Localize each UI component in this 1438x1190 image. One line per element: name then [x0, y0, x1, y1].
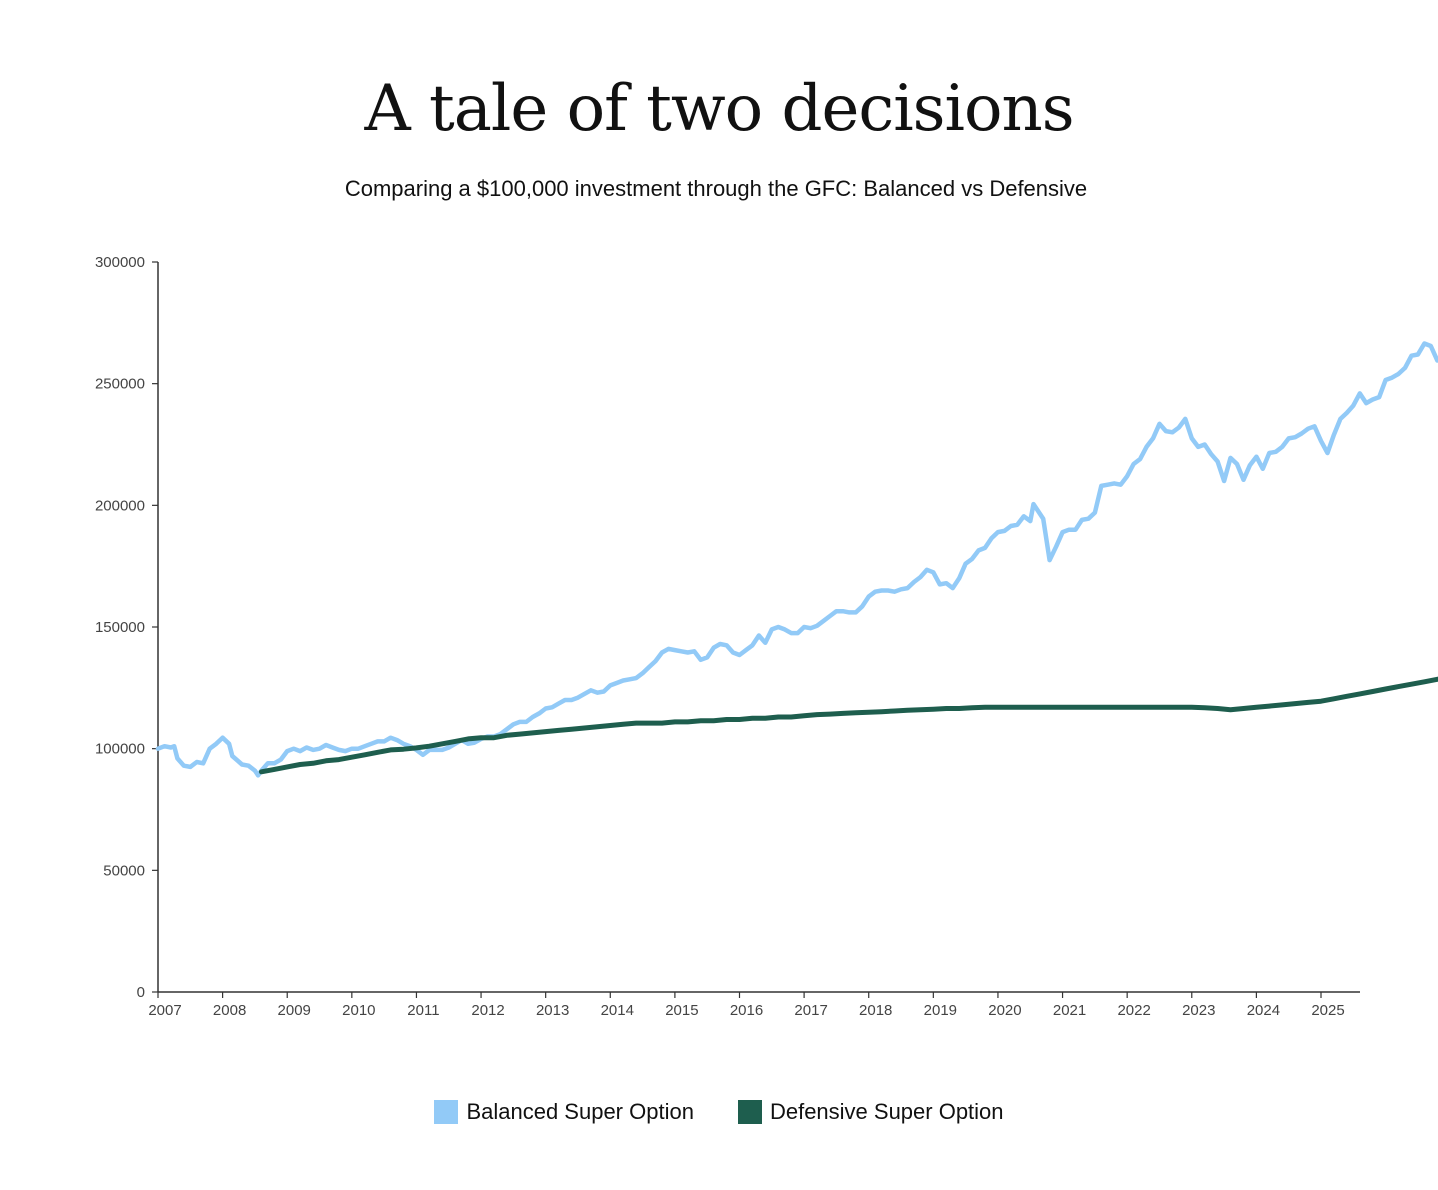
x-tick-label: 2017: [794, 1002, 827, 1019]
x-tick-label: 2024: [1247, 1002, 1280, 1019]
x-tick-label: 2018: [859, 1002, 892, 1019]
x-tick-label: 2011: [407, 1002, 439, 1019]
legend-label-balanced: Balanced Super Option: [466, 1099, 694, 1124]
x-tick-label: 2013: [536, 1002, 569, 1019]
x-tick-label: 2012: [471, 1002, 504, 1019]
x-tick-label: 2022: [1117, 1002, 1150, 1019]
x-tick-label: 2009: [278, 1002, 311, 1019]
x-tick-label: 2020: [988, 1002, 1021, 1019]
legend-label-defensive: Defensive Super Option: [769, 1099, 1004, 1124]
y-tick-label: 50000: [103, 862, 145, 879]
x-tick-label: 2015: [665, 1002, 698, 1019]
x-tick-label: 2019: [924, 1002, 957, 1019]
y-tick-label: 200000: [95, 497, 145, 514]
chart-legend: Balanced Super Option Defensive Super Op…: [0, 1099, 1438, 1125]
series-line-defensive: [258, 676, 1438, 775]
series-line-balanced: [155, 341, 1438, 778]
legend-item-defensive: Defensive Super Option: [737, 1099, 1004, 1125]
x-tick-label: 2008: [213, 1002, 246, 1019]
chart-axes: 0 50000 100000 150000 200000 250000 300000 2007…: [95, 254, 1360, 1019]
y-tick-label: 300000: [95, 254, 145, 271]
legend-swatch-defensive: [737, 1100, 762, 1124]
chart-title: A tale of two decisions: [364, 72, 1074, 146]
x-tick-label: 2021: [1053, 1002, 1086, 1019]
chart-series: [155, 341, 1438, 778]
y-tick-label: 150000: [95, 619, 145, 636]
x-tick-label: 2014: [601, 1002, 634, 1019]
y-tick-label: 0: [137, 984, 145, 1001]
x-tick-label: 2025: [1311, 1002, 1344, 1019]
x-tick-label: 2007: [148, 1002, 181, 1019]
legend-swatch-balanced: [434, 1100, 459, 1124]
x-tick-label: 2023: [1182, 1002, 1215, 1019]
y-tick-label: 100000: [95, 741, 145, 758]
legend-item-balanced: Balanced Super Option: [434, 1099, 694, 1125]
chart-subtitle: Comparing a $100,000 investment through …: [344, 176, 1088, 201]
y-tick-label: 250000: [95, 376, 145, 393]
line-chart: 0 50000 100000 150000 200000 250000 300000 2007…: [95, 254, 1438, 1019]
x-tick-label: 2016: [730, 1002, 763, 1019]
x-tick-label: 2010: [342, 1002, 375, 1019]
